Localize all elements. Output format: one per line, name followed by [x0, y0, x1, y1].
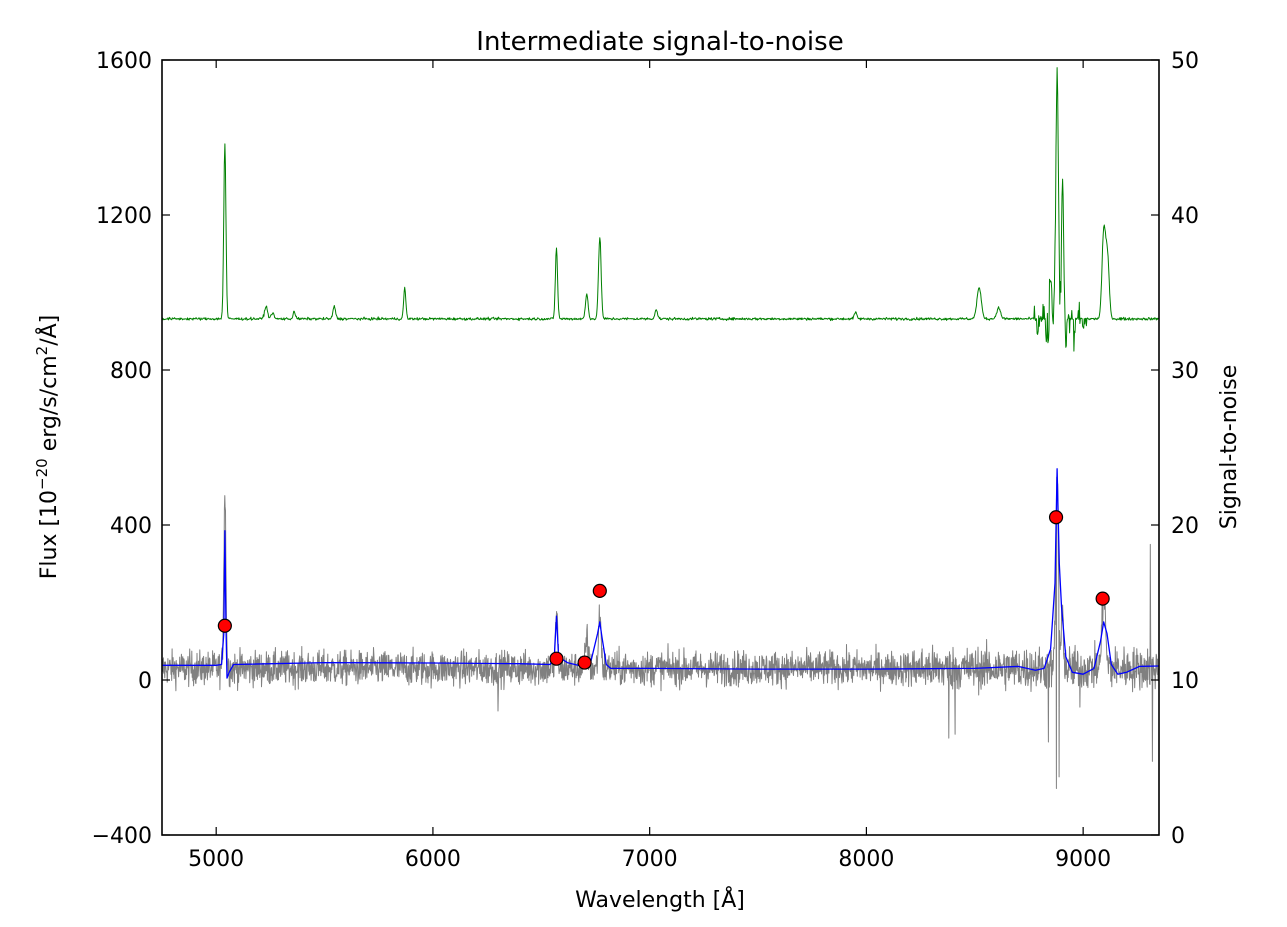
series-line-sn: [162, 67, 1159, 352]
line-marker-2: [549, 651, 564, 666]
y2-tick-label: 10: [1171, 669, 1199, 694]
y-tick-label: −400: [92, 824, 152, 849]
line-marker-5: [1048, 510, 1064, 525]
y-tick-label: 1600: [96, 49, 152, 74]
y-tick-label: 400: [110, 514, 152, 539]
y-axis-title: Flux [10−20 erg/s/cm2/Å]: [33, 315, 62, 580]
y-axis-title-suffix: /Å]: [35, 315, 62, 346]
x-tick-label: 8000: [838, 847, 894, 872]
plot-frame: [161, 59, 1160, 836]
line-marker-1: [217, 618, 232, 633]
line-marker-6: [1095, 591, 1110, 606]
y2-tick-label: 0: [1171, 824, 1185, 849]
y2-axis-title: Signal-to-noise: [1217, 365, 1242, 529]
y2-tick-label: 40: [1171, 204, 1199, 229]
x-axis-title: Wavelength [Å]: [575, 886, 745, 913]
y2-tick-label: 20: [1171, 514, 1199, 539]
y-axis-title-prefix: Flux [: [37, 518, 62, 579]
series-line-flux-observed: [162, 476, 1159, 789]
chart-title: Intermediate signal-to-noise: [476, 27, 843, 57]
x-tick-label: 9000: [1055, 847, 1111, 872]
x-tick-label: 5000: [188, 847, 244, 872]
line-marker-3: [577, 655, 592, 670]
y-axis-title-base: 10: [37, 490, 62, 518]
tick-layer: 5000 6000 7000 8000 9000 −400 0 400 800 1200 1600 0…: [92, 49, 1199, 872]
line-marker-4: [592, 583, 607, 598]
y2-tick-label: 30: [1171, 359, 1199, 384]
x-tick-label: 7000: [622, 847, 678, 872]
x-tick-label: 6000: [405, 847, 461, 872]
y-tick-label: 0: [138, 669, 152, 694]
y-axis-title-unit-exponent: 2: [33, 346, 51, 356]
y-tick-label: 1200: [96, 204, 152, 229]
series-line-flux-model: [162, 468, 1159, 679]
marker-layer: [217, 510, 1110, 670]
y-axis-title-exponent: −20: [33, 458, 51, 490]
y-tick-label: 800: [110, 359, 152, 384]
y2-tick-label: 50: [1171, 49, 1199, 74]
series-layer: [162, 67, 1159, 789]
y-axis-title-unit: erg/s/cm: [37, 355, 62, 458]
